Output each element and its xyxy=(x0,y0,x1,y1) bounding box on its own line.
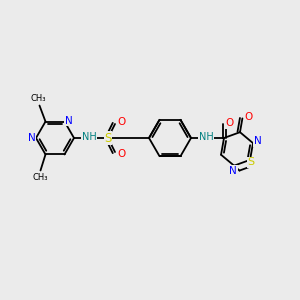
Text: NH: NH xyxy=(199,132,213,142)
Text: N: N xyxy=(229,166,237,176)
Text: O: O xyxy=(225,118,233,128)
Text: N: N xyxy=(28,133,36,143)
Text: S: S xyxy=(247,157,254,167)
Text: N: N xyxy=(254,136,262,146)
Text: O: O xyxy=(117,117,125,127)
Text: CH₃: CH₃ xyxy=(33,173,48,182)
Text: N: N xyxy=(64,116,72,125)
Text: O: O xyxy=(244,112,253,122)
Text: S: S xyxy=(104,131,112,145)
Text: NH: NH xyxy=(82,132,96,142)
Text: O: O xyxy=(117,149,125,159)
Text: CH₃: CH₃ xyxy=(31,94,46,103)
